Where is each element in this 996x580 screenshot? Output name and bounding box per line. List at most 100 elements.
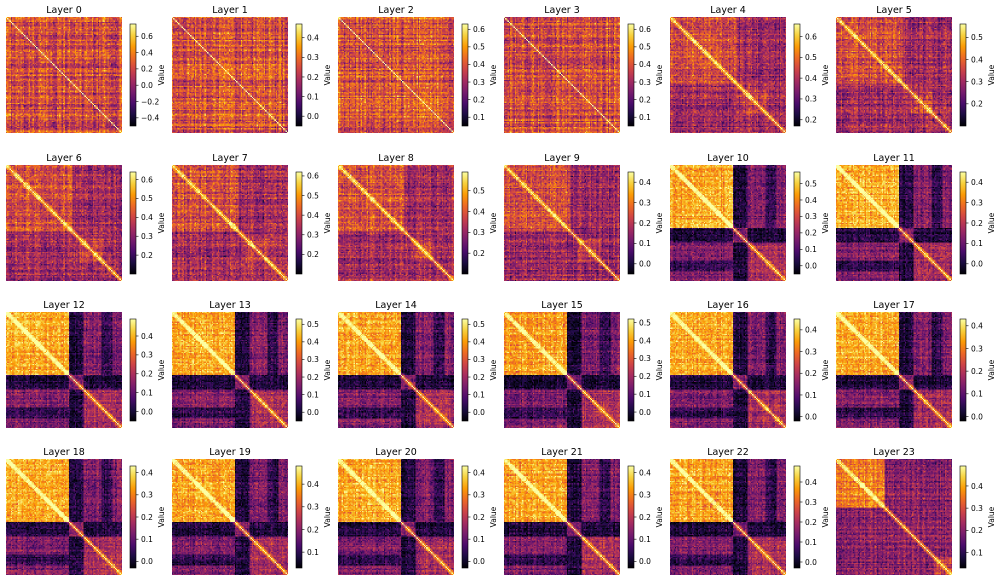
colorbar-tick-label: 0.4 [473, 338, 485, 347]
colorbar-tick-label: 0.5 [971, 33, 983, 42]
layer-panel: Layer 7 0.2 0.3 0.4 0.5 0.6 Value [172, 153, 332, 281]
colorbar-tick-label: 0.1 [971, 239, 983, 248]
colorbar [129, 465, 137, 569]
colorbar-tick-label: 0.4 [971, 178, 983, 187]
colorbar-tick-label: 0.2 [141, 370, 153, 379]
colorbar [627, 23, 635, 127]
layer-panel: Layer 11 0.0 0.1 0.2 0.3 0.4 Value [836, 153, 996, 281]
panel-title: Layer 11 [873, 153, 915, 164]
colorbar-tick-label: 0.4 [805, 196, 817, 205]
layer-panel: Layer 15 0.0 0.1 0.2 0.3 0.4 0.5 Value [504, 300, 664, 428]
heatmap-matrix [172, 312, 288, 428]
colorbar-tick-label: 0.3 [971, 198, 983, 207]
layer-panel: Layer 0 −0.4 −0.2 0.0 0.2 0.4 0.6 Value [6, 5, 166, 133]
layer-panel: Layer 20 0.0 0.1 0.2 0.3 0.4 Value [338, 447, 498, 575]
colorbar [461, 465, 469, 569]
panel-title: Layer 15 [541, 300, 583, 311]
colorbar [959, 465, 967, 569]
colorbar-tick-label: 0.0 [805, 262, 817, 271]
colorbar-tick-label: 0.3 [307, 231, 319, 240]
layer-panel: Layer 6 0.2 0.3 0.4 0.5 0.6 Value [6, 153, 166, 281]
colorbar-tick-label: 0.6 [473, 25, 485, 34]
colorbar-tick-label: 0.2 [639, 372, 651, 381]
colorbar-tick-label: 0.1 [307, 92, 319, 101]
colorbar-tick-label: 0.3 [805, 347, 817, 356]
layer-panel: Layer 22 0.0 0.1 0.2 0.3 0.4 Value [670, 447, 830, 575]
layer-panel: Layer 17 0.0 0.1 0.2 0.3 0.4 Value [836, 300, 996, 428]
colorbar-tick-label: 0.1 [971, 390, 983, 399]
colorbar-tick-label: 0.4 [971, 482, 983, 491]
colorbar-tick-label: 0.3 [971, 344, 983, 353]
colorbar-tick-label: 0.1 [639, 113, 651, 122]
colorbar-tick-label: 0.4 [971, 322, 983, 331]
colorbar-tick-label: 0.3 [307, 355, 319, 364]
colorbar-label: Value [489, 212, 498, 233]
panel-title: Layer 10 [707, 153, 749, 164]
layer-panel: Layer 14 0.0 0.1 0.2 0.3 0.4 0.5 Value [338, 300, 498, 428]
panel-title: Layer 4 [710, 5, 746, 16]
colorbar-tick-label: 0.6 [805, 32, 817, 41]
colorbar-tick-label: 0.6 [141, 175, 153, 184]
colorbar-tick-label: −0.2 [141, 97, 159, 106]
colorbar [793, 23, 801, 127]
panel-title: Layer 7 [212, 153, 248, 164]
heatmap-matrix [6, 312, 122, 428]
colorbar [793, 465, 801, 569]
colorbar-tick-label: 0.4 [473, 60, 485, 69]
colorbar-tick-label: 0.2 [639, 513, 651, 522]
heatmap-matrix [836, 459, 952, 575]
colorbar-tick-label: 0.0 [141, 407, 153, 416]
panel-title: Layer 22 [707, 447, 749, 458]
colorbar-tick-label: 0.3 [971, 504, 983, 513]
colorbar-tick-label: 0.2 [971, 367, 983, 376]
colorbar-label: Value [489, 359, 498, 380]
colorbar-label: Value [157, 359, 166, 380]
heatmap-matrix [172, 165, 288, 281]
colorbar-tick-label: 0.5 [473, 43, 485, 52]
colorbar [295, 23, 303, 127]
heatmap-matrix [338, 165, 454, 281]
colorbar-tick-label: 0.3 [639, 198, 651, 207]
colorbar-tick-label: 0.2 [473, 249, 485, 258]
colorbar-label: Value [987, 212, 996, 233]
colorbar-tick-label: 0.2 [141, 251, 153, 260]
colorbar-tick-label: 0.3 [639, 78, 651, 87]
colorbar-tick-label: 0.3 [639, 354, 651, 363]
colorbar-tick-label: 0.0 [971, 260, 983, 269]
colorbar-tick-label: 0.3 [473, 491, 485, 500]
heatmap-matrix [836, 312, 952, 428]
heatmap-matrix [670, 312, 786, 428]
panel-title: Layer 5 [876, 5, 912, 16]
layer-panel: Layer 5 0.2 0.3 0.4 0.5 Value [836, 5, 996, 133]
panel-title: Layer 13 [209, 300, 251, 311]
layer-panel: Layer 8 0.2 0.3 0.4 0.5 Value [338, 153, 498, 281]
colorbar-tick-label: 0.4 [473, 468, 485, 477]
colorbar-tick-label: 0.1 [307, 390, 319, 399]
colorbar-tick-label: 0.2 [473, 373, 485, 382]
colorbar-tick-label: 0.4 [805, 74, 817, 83]
colorbar-label: Value [987, 506, 996, 527]
layer-panel: Layer 2 0.1 0.2 0.3 0.4 0.5 0.6 Value [338, 5, 498, 133]
colorbar-tick-label: 0.0 [141, 81, 153, 90]
colorbar-tick-label: 0.1 [971, 548, 983, 557]
colorbar-tick-label: 0.2 [141, 513, 153, 522]
panel-title: Layer 21 [541, 447, 583, 458]
panel-title: Layer 2 [378, 5, 414, 16]
colorbar-tick-label: 0.4 [639, 178, 651, 187]
heatmap-matrix [836, 165, 952, 281]
colorbar [129, 171, 137, 275]
colorbar-tick-label: 0.3 [805, 498, 817, 507]
colorbar-tick-label: 0.1 [307, 548, 319, 557]
heatmap-matrix [504, 17, 620, 133]
heatmap-matrix [670, 17, 786, 133]
colorbar-tick-label: 0.5 [805, 53, 817, 62]
colorbar-tick-label: 0.0 [473, 557, 485, 566]
panel-title: Layer 19 [209, 447, 251, 458]
colorbar-tick-label: 0.4 [141, 48, 153, 57]
colorbar [461, 318, 469, 422]
colorbar-label: Value [987, 64, 996, 85]
colorbar-tick-label: 0.3 [473, 78, 485, 87]
colorbar [295, 465, 303, 569]
colorbar-tick-label: 0.2 [473, 95, 485, 104]
